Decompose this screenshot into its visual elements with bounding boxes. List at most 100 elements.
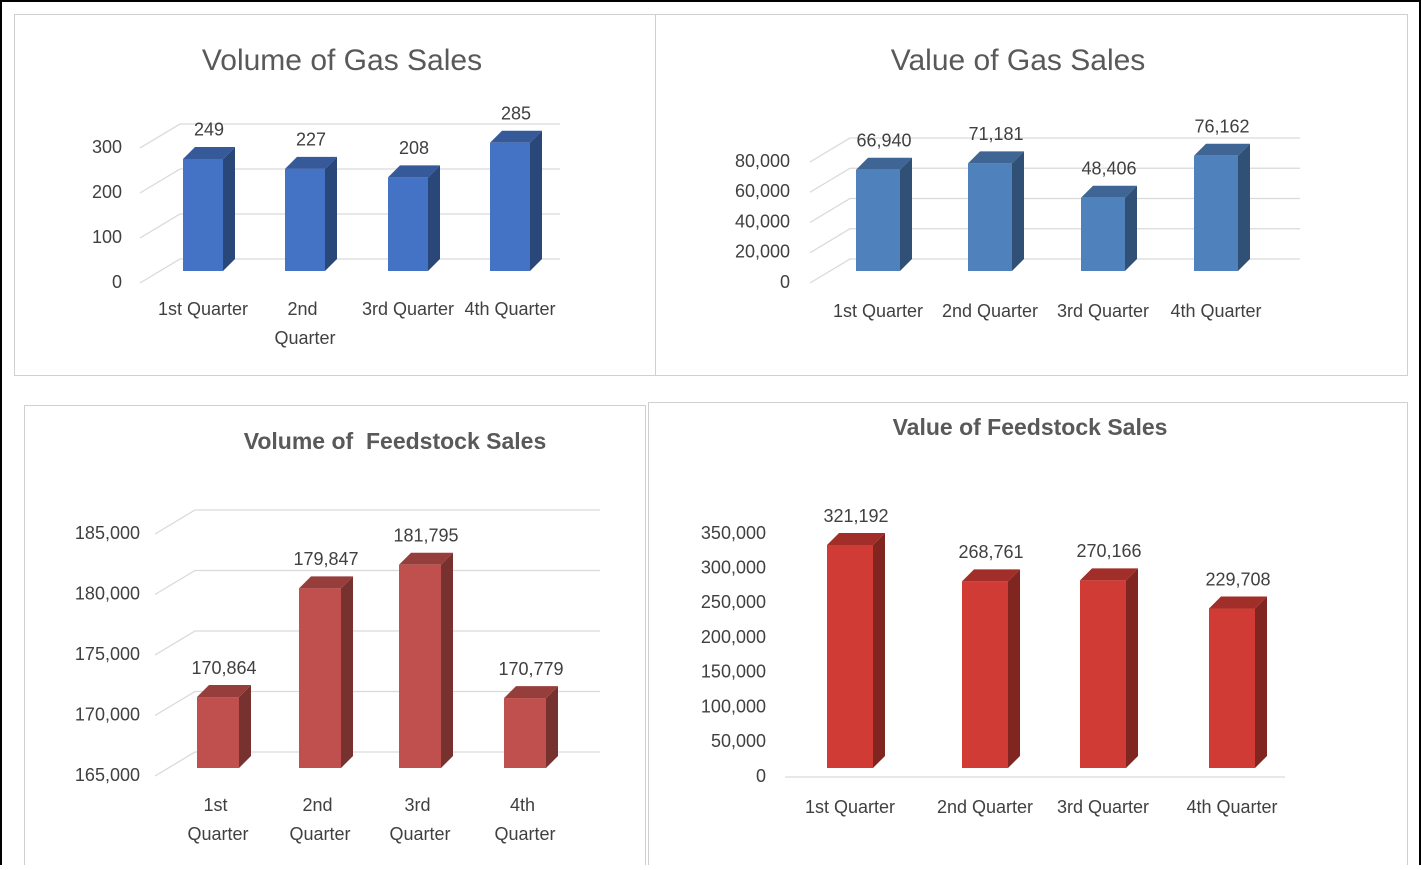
chart-title: Value of Feedstock Sales: [893, 414, 1168, 440]
y-tick-label: 100,000: [701, 696, 766, 716]
data-label: 66,940: [856, 131, 911, 151]
bar-side: [239, 685, 251, 768]
bar-side: [441, 552, 453, 768]
bar-side: [1126, 568, 1138, 768]
data-label: 170,779: [498, 659, 563, 679]
bar: [1080, 580, 1126, 768]
y-tick-label: 0: [780, 272, 790, 292]
y-tick-label: 100: [92, 227, 122, 247]
grid-line: [154, 630, 600, 656]
bar: [856, 169, 900, 271]
bar-top: [1081, 185, 1137, 198]
grid-line: [154, 690, 600, 717]
bar-side: [546, 686, 558, 768]
bar-top: [1209, 596, 1267, 609]
panel: [648, 402, 1408, 870]
bar-top: [183, 146, 235, 159]
y-tick-label: 185,000: [75, 523, 140, 543]
x-tick-label: 1st Quarter: [187, 795, 248, 844]
bar: [962, 581, 1008, 768]
bar-side: [1125, 185, 1137, 271]
y-tick-label: 0: [756, 766, 766, 786]
x-tick-label: 3rd Quarter: [389, 795, 450, 844]
bar-top: [504, 686, 558, 699]
data-label: 229,708: [1205, 569, 1270, 589]
bar-top: [962, 569, 1020, 582]
y-tick-label: 50,000: [711, 731, 766, 751]
x-tick-label: 1st Quarter: [158, 299, 248, 319]
data-label: 208: [399, 138, 429, 158]
bar-top: [388, 165, 440, 178]
bar-top: [490, 130, 542, 143]
x-tick-label: 4th Quarter: [1186, 797, 1277, 817]
y-tick-label: 300,000: [701, 557, 766, 577]
bar-side: [325, 156, 337, 271]
bar-top: [1194, 143, 1250, 156]
bar: [183, 158, 223, 271]
y-tick-label: 20,000: [735, 242, 790, 262]
bar: [490, 142, 530, 271]
data-label: 181,795: [393, 526, 458, 546]
x-tick-label: 4th Quarter: [1170, 301, 1261, 321]
y-tick-label: 200,000: [701, 627, 766, 647]
bar: [827, 545, 873, 768]
bar-top: [399, 552, 453, 565]
y-tick-label: 350,000: [701, 523, 766, 543]
bar: [1209, 608, 1255, 768]
data-label: 321,192: [823, 506, 888, 526]
bar: [285, 168, 325, 271]
bar: [399, 564, 441, 768]
chart-title: Volume of Feedstock Sales: [244, 428, 547, 454]
data-label: 268,761: [958, 542, 1023, 562]
data-label: 270,166: [1076, 541, 1141, 561]
data-label: 76,162: [1194, 117, 1249, 137]
bar: [299, 588, 341, 768]
data-label: 170,864: [191, 658, 256, 678]
y-tick-label: 250,000: [701, 592, 766, 612]
bar: [504, 698, 546, 768]
bar-side: [223, 146, 235, 271]
y-tick-label: 0: [112, 272, 122, 292]
bar: [197, 697, 239, 768]
x-tick-label: 4th Quarter: [464, 299, 555, 319]
bar: [388, 177, 428, 271]
y-tick-label: 150,000: [701, 662, 766, 682]
panel: [655, 14, 1408, 376]
y-tick-label: 175,000: [75, 644, 140, 664]
y-tick-label: 200: [92, 182, 122, 202]
y-tick-label: 180,000: [75, 583, 140, 603]
bar: [1081, 197, 1125, 271]
grid-line: [809, 258, 1300, 284]
grid-line: [154, 509, 600, 535]
y-tick-label: 300: [92, 137, 122, 157]
y-tick-label: 170,000: [75, 704, 140, 724]
x-tick-label: 3rd Quarter: [1057, 797, 1149, 817]
y-tick-label: 80,000: [735, 151, 790, 171]
data-label: 179,847: [293, 549, 358, 569]
y-tick-label: 165,000: [75, 765, 140, 785]
x-tick-label: 1st Quarter: [833, 301, 923, 321]
data-label: 227: [296, 130, 326, 150]
bar: [1194, 155, 1238, 271]
y-tick-label: 40,000: [735, 211, 790, 231]
bar-top: [856, 157, 912, 170]
grid-line: [139, 123, 560, 149]
bar-side: [1255, 596, 1267, 768]
chart-title: Value of Gas Sales: [891, 44, 1146, 77]
bar-side: [428, 165, 440, 271]
bar-top: [1080, 568, 1138, 581]
grid-line: [154, 569, 600, 596]
data-label: 71,181: [968, 124, 1023, 144]
x-tick-label: 1st Quarter: [805, 797, 895, 817]
bar-side: [900, 157, 912, 271]
data-label: 285: [501, 104, 531, 124]
bar-top: [285, 156, 337, 169]
bar-top: [968, 151, 1024, 164]
grid-line: [809, 197, 1300, 224]
bar-side: [873, 533, 885, 768]
bar-top: [827, 533, 885, 546]
bar-side: [1012, 151, 1024, 271]
bar-top: [299, 576, 353, 589]
